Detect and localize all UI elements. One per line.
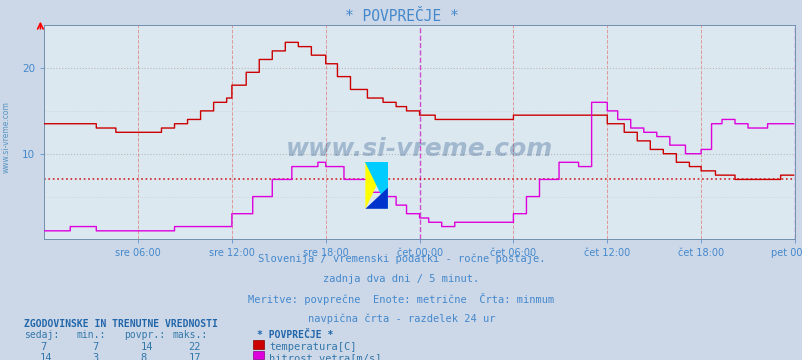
Text: 7: 7 [40,342,47,352]
Text: 7: 7 [92,342,99,352]
Text: 14: 14 [140,342,153,352]
Text: * POVPREČJE *: * POVPREČJE * [344,9,458,24]
Text: sedaj:: sedaj: [24,330,59,341]
Text: www.si-vreme.com: www.si-vreme.com [2,101,11,173]
Text: navpična črta - razdelek 24 ur: navpična črta - razdelek 24 ur [307,313,495,324]
Text: zadnja dva dni / 5 minut.: zadnja dva dni / 5 minut. [323,274,479,284]
Text: povpr.:: povpr.: [124,330,165,341]
Text: min.:: min.: [76,330,106,341]
Text: ZGODOVINSKE IN TRENUTNE VREDNOSTI: ZGODOVINSKE IN TRENUTNE VREDNOSTI [24,319,217,329]
Text: 3: 3 [92,353,99,360]
Text: 8: 8 [140,353,147,360]
Text: www.si-vreme.com: www.si-vreme.com [286,138,553,161]
Text: maks.:: maks.: [172,330,208,341]
Text: 17: 17 [188,353,201,360]
Text: 22: 22 [188,342,201,352]
Text: Meritve: povprečne  Enote: metrične  Črta: minmum: Meritve: povprečne Enote: metrične Črta:… [248,293,554,305]
Text: Slovenija / vremenski podatki - ročne postaje.: Slovenija / vremenski podatki - ročne po… [257,254,545,264]
Text: hitrost vetra[m/s]: hitrost vetra[m/s] [269,353,381,360]
Text: 14: 14 [40,353,53,360]
Text: temperatura[C]: temperatura[C] [269,342,356,352]
Text: * POVPREČJE *: * POVPREČJE * [257,330,333,341]
